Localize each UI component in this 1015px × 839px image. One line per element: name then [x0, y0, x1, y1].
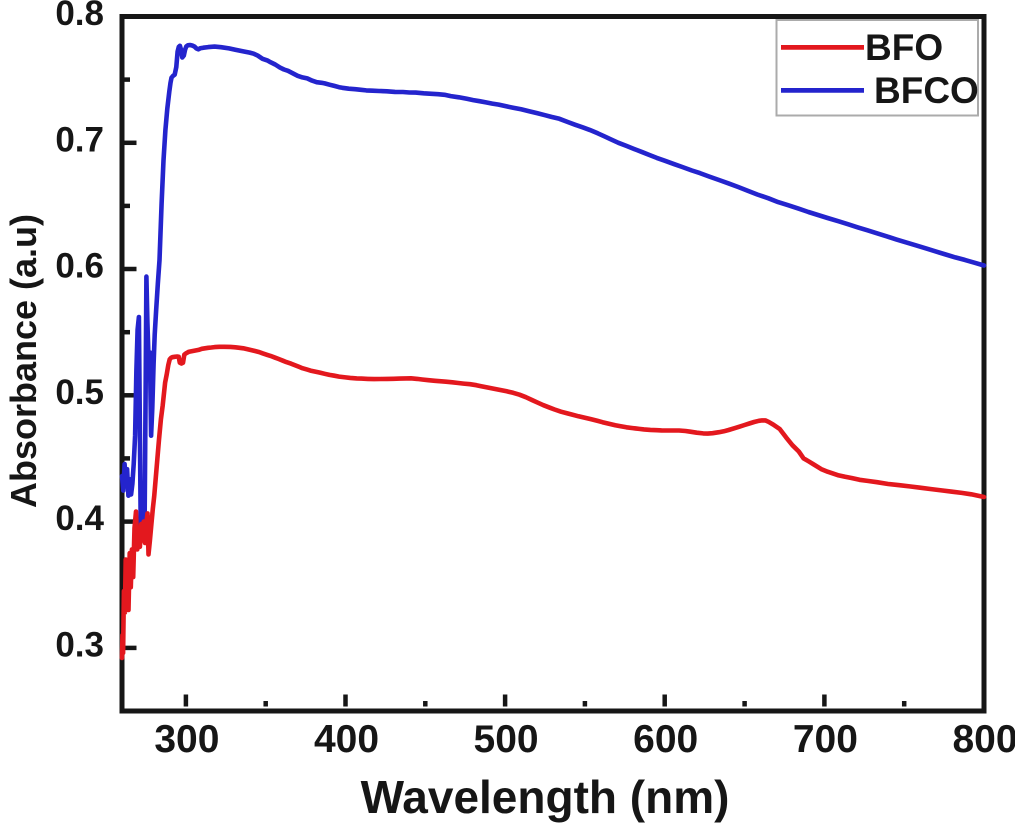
svg-text:0.8: 0.8	[55, 0, 104, 33]
svg-text:0.3: 0.3	[55, 625, 104, 664]
svg-text:500: 500	[474, 718, 539, 761]
svg-text:BFO: BFO	[865, 27, 943, 68]
svg-text:400: 400	[314, 718, 379, 761]
svg-text:0.4: 0.4	[55, 499, 104, 538]
svg-text:800: 800	[952, 718, 1015, 761]
svg-text:700: 700	[793, 718, 858, 761]
svg-text:Wavelength (nm): Wavelength (nm)	[361, 771, 730, 823]
svg-text:Absorbance (a.u): Absorbance (a.u)	[3, 214, 44, 508]
svg-text:BFCO: BFCO	[874, 70, 979, 111]
svg-text:600: 600	[633, 718, 698, 761]
svg-text:0.6: 0.6	[55, 247, 104, 286]
svg-text:0.7: 0.7	[55, 120, 104, 159]
svg-text:300: 300	[154, 718, 219, 761]
svg-text:0.5: 0.5	[55, 373, 104, 412]
